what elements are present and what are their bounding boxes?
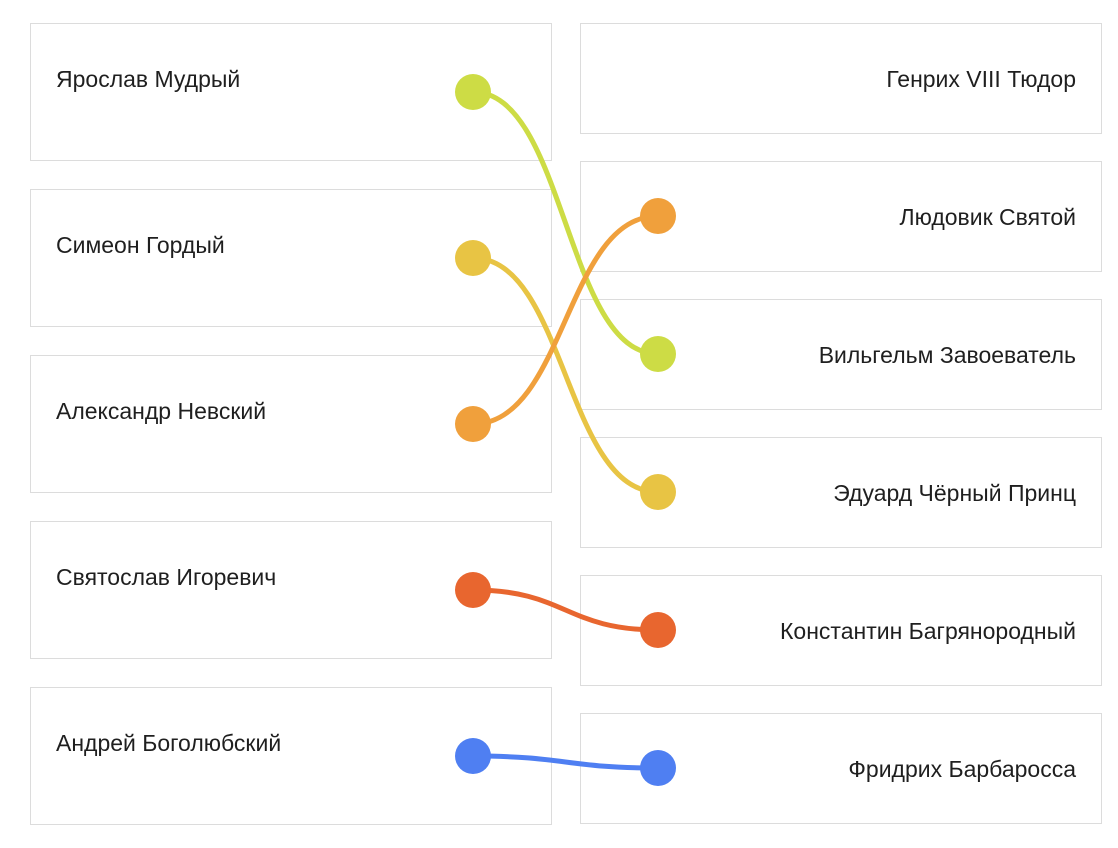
right-item-label: Константин Багрянородный [780,618,1076,644]
left-item-andrey[interactable]: Андрей Боголюбский [30,687,552,825]
left-item-label: Андрей Боголюбский [56,730,282,756]
right-item-label: Фридрих Барбаросса [848,756,1076,782]
left-item-label: Ярослав Мудрый [56,66,241,92]
right-item-label: Вильгельм Завоеватель [818,342,1076,368]
left-item-label: Симеон Гордый [56,232,225,258]
right-item-henry[interactable]: Генрих VIII Тюдор [580,23,1102,134]
right-connector-dot[interactable] [640,198,676,234]
left-connector-dot[interactable] [455,240,491,276]
left-connector-dot[interactable] [455,738,491,774]
right-connector-dot[interactable] [640,612,676,648]
left-connector-dot[interactable] [455,406,491,442]
right-connector-dot[interactable] [640,474,676,510]
left-item-label: Святослав Игоревич [56,564,277,590]
left-connector-dot[interactable] [455,74,491,110]
right-connector-dot[interactable] [640,750,676,786]
left-item-label: Александр Невский [56,398,267,424]
left-item-alexander[interactable]: Александр Невский [30,355,552,493]
right-connector-dot[interactable] [640,336,676,372]
left-connector-dot[interactable] [455,572,491,608]
connector-dots [455,74,676,786]
right-item-label: Людовик Святой [899,204,1076,230]
right-item-label: Эдуард Чёрный Принц [833,480,1076,506]
right-item-label: Генрих VIII Тюдор [886,66,1076,92]
